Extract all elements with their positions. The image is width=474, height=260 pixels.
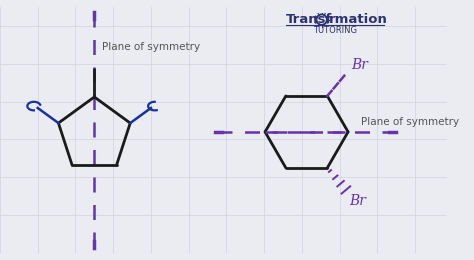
- Text: Br: Br: [351, 58, 368, 72]
- Text: TUTORING: TUTORING: [313, 25, 357, 35]
- Text: rmation: rmation: [329, 13, 388, 26]
- Text: Plane of symmetry: Plane of symmetry: [361, 118, 459, 127]
- Text: Transf: Transf: [286, 13, 332, 26]
- Text: Plane of symmetry: Plane of symmetry: [102, 42, 200, 52]
- Text: Br: Br: [349, 194, 366, 208]
